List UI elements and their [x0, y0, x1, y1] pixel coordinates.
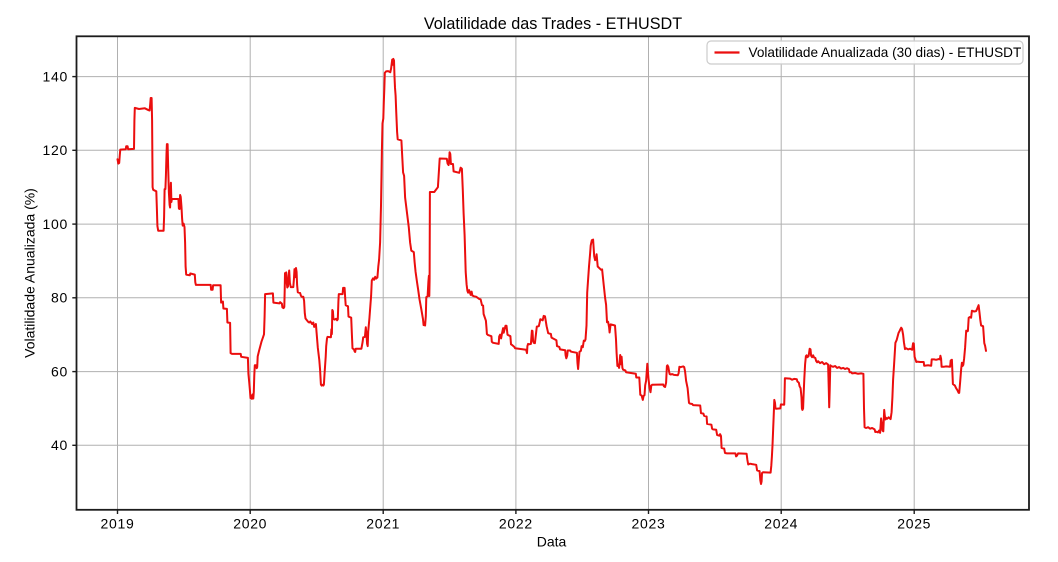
svg-text:Volatilidade Anualizada (%): Volatilidade Anualizada (%): [22, 188, 38, 358]
svg-text:2020: 2020: [233, 516, 267, 532]
svg-text:2023: 2023: [632, 516, 666, 532]
svg-text:Volatilidade Anualizada (30 di: Volatilidade Anualizada (30 dias) - ETHU…: [749, 45, 1022, 60]
svg-text:40: 40: [51, 437, 68, 453]
svg-text:60: 60: [51, 363, 68, 379]
svg-text:Data: Data: [537, 534, 567, 550]
svg-text:80: 80: [51, 290, 68, 306]
svg-text:2022: 2022: [499, 516, 533, 532]
svg-text:2025: 2025: [897, 516, 931, 532]
svg-text:2024: 2024: [764, 516, 798, 532]
svg-text:2021: 2021: [366, 516, 400, 532]
svg-text:Volatilidade das Trades - ETHU: Volatilidade das Trades - ETHUSDT: [424, 15, 682, 33]
svg-text:2019: 2019: [101, 516, 135, 532]
svg-text:100: 100: [43, 216, 68, 232]
svg-text:140: 140: [43, 68, 68, 84]
svg-text:120: 120: [43, 142, 68, 158]
